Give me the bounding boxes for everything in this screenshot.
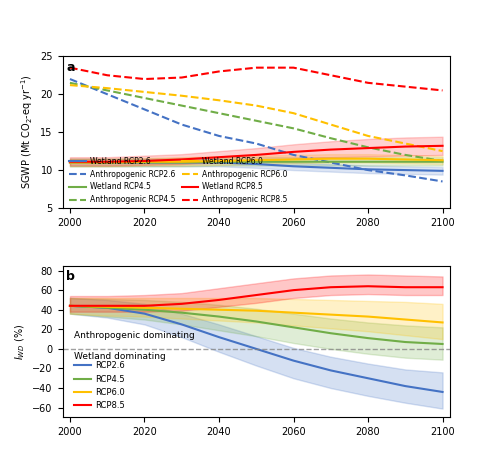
Text: b: b	[66, 270, 75, 283]
Text: Wetland dominating: Wetland dominating	[74, 352, 166, 361]
Text: a: a	[66, 61, 75, 74]
Text: Anthropogenic dominating: Anthropogenic dominating	[74, 331, 194, 340]
Y-axis label: $I_{WD}$ (%): $I_{WD}$ (%)	[13, 324, 26, 360]
Legend: RCP2.6, RCP4.5, RCP6.0, RCP8.5: RCP2.6, RCP4.5, RCP6.0, RCP8.5	[70, 358, 128, 413]
Y-axis label: SGWP (Mt CO$_2$-eq yr$^{-1}$): SGWP (Mt CO$_2$-eq yr$^{-1}$)	[19, 75, 34, 189]
Legend: Wetland RCP2.6, Anthropogenic RCP2.6, Wetland RCP4.5, Anthropogenic RCP4.5, Wetl: Wetland RCP2.6, Anthropogenic RCP2.6, We…	[66, 154, 291, 207]
